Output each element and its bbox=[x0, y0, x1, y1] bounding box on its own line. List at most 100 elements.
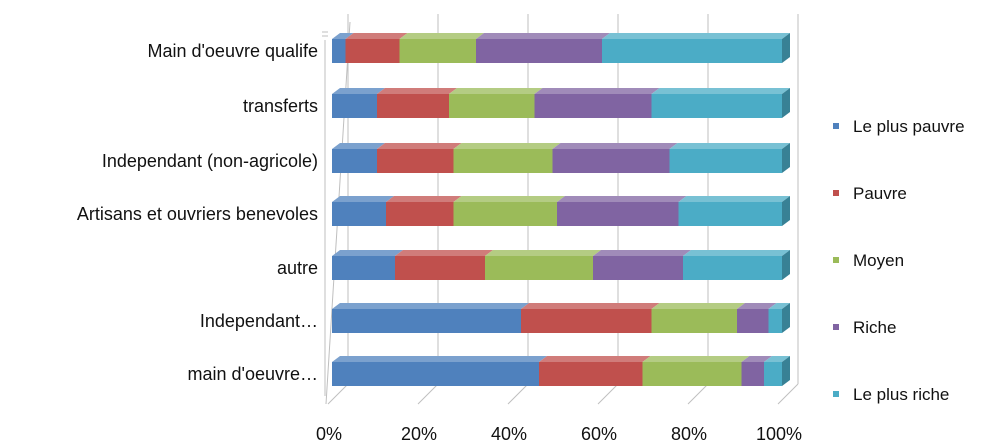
legend-swatch bbox=[833, 123, 839, 129]
bar-segment-front bbox=[602, 39, 782, 63]
bar-segment-top bbox=[683, 250, 790, 256]
bar-segment bbox=[332, 143, 385, 173]
bar-segment-top bbox=[521, 303, 660, 309]
bar-segment bbox=[386, 196, 462, 226]
bar-segment bbox=[453, 143, 561, 173]
bar-segment bbox=[669, 143, 790, 173]
bar-segment-front bbox=[678, 202, 782, 226]
bar-segment-top bbox=[552, 143, 678, 149]
x-tick-label: 60% bbox=[581, 424, 617, 443]
bar-segment bbox=[449, 88, 543, 118]
bar-segment-front bbox=[552, 149, 670, 173]
bar-segment bbox=[476, 33, 610, 63]
bar-segment-front bbox=[593, 256, 683, 280]
bar-segment-top bbox=[768, 303, 790, 309]
bar-segment-front bbox=[651, 309, 737, 333]
bar-segment-top bbox=[449, 88, 543, 94]
bar-segment-front bbox=[557, 202, 679, 226]
bar-segment-top bbox=[453, 143, 561, 149]
bar-segment-front bbox=[539, 362, 643, 386]
x-tick-label: 20% bbox=[401, 424, 437, 443]
bar-segment-front bbox=[768, 309, 782, 333]
bar-segment-front bbox=[332, 149, 377, 173]
x-tick-label: 80% bbox=[671, 424, 707, 443]
bar-group bbox=[332, 196, 790, 226]
bar-segment-side bbox=[782, 143, 790, 173]
bar-segment-front bbox=[332, 39, 346, 63]
bar-segment-side bbox=[782, 303, 790, 333]
bar-segment bbox=[593, 250, 691, 280]
bar-segment-front bbox=[332, 94, 377, 118]
legend-swatch bbox=[833, 391, 839, 397]
legend-label: Pauvre bbox=[853, 184, 907, 203]
bar-segment-side bbox=[782, 33, 790, 63]
bar-segment-top bbox=[651, 88, 790, 94]
bar-segment-top bbox=[476, 33, 610, 39]
bar-segment bbox=[768, 303, 790, 333]
bar-segment-side bbox=[782, 196, 790, 226]
bar-segment-front bbox=[345, 39, 400, 63]
bar-segment bbox=[485, 250, 601, 280]
bar-segment-front bbox=[395, 256, 485, 280]
floor-gridline bbox=[417, 383, 439, 405]
legend-item: Pauvre bbox=[833, 184, 907, 203]
bar-segment bbox=[521, 303, 660, 333]
category-label: main d'oeuvre… bbox=[188, 364, 319, 384]
bar-segment bbox=[332, 33, 354, 63]
bar-segment bbox=[642, 356, 750, 386]
bar-segment bbox=[332, 303, 529, 333]
bar-segment-top bbox=[651, 303, 745, 309]
bar-segment-top bbox=[737, 303, 777, 309]
bar-segment-side bbox=[782, 250, 790, 280]
category-label: Main d'oeuvre qualife bbox=[147, 41, 318, 61]
bar-segment-front bbox=[332, 362, 539, 386]
bar-segment-front bbox=[332, 256, 395, 280]
bar-segment bbox=[453, 196, 565, 226]
category-labels: Main d'oeuvre qualife transferts Independa… bbox=[77, 41, 318, 384]
bar-segment-top bbox=[386, 196, 462, 202]
bar-segment-side bbox=[782, 88, 790, 118]
legend-label: Riche bbox=[853, 318, 896, 337]
bar-segment bbox=[764, 356, 790, 386]
bar-segment-front bbox=[386, 202, 454, 226]
bar-segment-top bbox=[678, 196, 790, 202]
bar-segment-front bbox=[683, 256, 782, 280]
bar-segment bbox=[602, 33, 790, 63]
bar-segment-top bbox=[345, 33, 408, 39]
bar-segment bbox=[737, 303, 777, 333]
bar-segment-front bbox=[651, 94, 782, 118]
bar-segment-top bbox=[539, 356, 651, 362]
bar-segment bbox=[377, 143, 462, 173]
bar-segment bbox=[534, 88, 660, 118]
bar-segment-top bbox=[377, 88, 457, 94]
bar-segment-top bbox=[764, 356, 790, 362]
category-label: autre bbox=[277, 258, 318, 278]
floor-gridline bbox=[777, 383, 799, 405]
bar-segment-top bbox=[332, 196, 394, 202]
category-label: transferts bbox=[243, 96, 318, 116]
bar-segment-top bbox=[332, 88, 385, 94]
bar-segment-front bbox=[332, 309, 521, 333]
category-label: Artisans et ouvriers benevoles bbox=[77, 204, 318, 224]
x-tick-label: 100% bbox=[756, 424, 802, 443]
bar-segment-top bbox=[593, 250, 691, 256]
bar-segment bbox=[552, 143, 678, 173]
legend-swatch bbox=[833, 257, 839, 263]
bar-segment-top bbox=[332, 356, 547, 362]
bar-segment-front bbox=[521, 309, 652, 333]
bars bbox=[332, 33, 790, 386]
bar-segment bbox=[332, 250, 403, 280]
bar-segment bbox=[651, 88, 790, 118]
bar-group bbox=[332, 143, 790, 173]
bar-segment-top bbox=[669, 143, 790, 149]
bar-segment bbox=[345, 33, 408, 63]
bar-segment bbox=[678, 196, 790, 226]
bar-segment-top bbox=[332, 143, 385, 149]
bar-group bbox=[332, 303, 790, 333]
bar-segment-top bbox=[395, 250, 493, 256]
bar-segment-side bbox=[782, 356, 790, 386]
bar-segment-top bbox=[332, 303, 529, 309]
bar-group bbox=[332, 250, 790, 280]
legend-item: Le plus riche bbox=[833, 385, 949, 404]
